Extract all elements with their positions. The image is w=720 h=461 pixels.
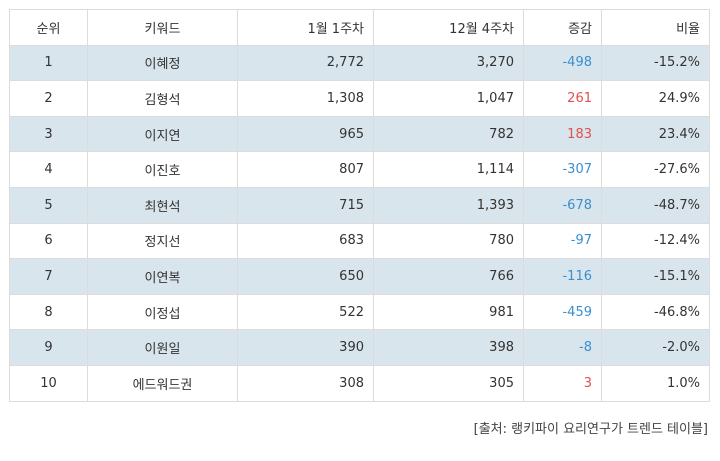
table-row: 9 이원일 390 398 -8 -2.0%: [9, 329, 710, 366]
cell-week1: 308: [237, 364, 374, 402]
table-row: 2 김형석 1,308 1,047 261 24.9%: [9, 80, 710, 117]
cell-week1: 683: [237, 222, 374, 260]
cell-ratio: -2.0%: [601, 329, 710, 366]
table-row: 4 이진호 807 1,114 -307 -27.6%: [9, 151, 710, 188]
table-row: 10 에드워드권 308 305 3 1.0%: [9, 364, 710, 402]
cell-keyword: 이혜정: [87, 44, 238, 82]
cell-keyword: 김형석: [87, 80, 238, 117]
cell-ratio: 24.9%: [601, 80, 710, 117]
cell-rank: 3: [9, 115, 88, 153]
cell-keyword: 이연복: [87, 258, 238, 295]
cell-week2: 981: [373, 293, 524, 331]
cell-rank: 4: [9, 151, 88, 188]
source-caption: [출처: 랭키파이 요리연구가 트렌드 테이블]: [473, 422, 708, 437]
cell-ratio: 23.4%: [601, 115, 710, 153]
cell-keyword: 이정섭: [87, 293, 238, 331]
header-rank: 순위: [9, 9, 88, 46]
header-ratio: 비율: [601, 9, 710, 46]
cell-rank: 7: [9, 258, 88, 295]
cell-keyword: 최현석: [87, 186, 238, 224]
ranking-table: 순위 키워드 1월 1주차 12월 4주차 증감 비율 1 이혜정 2,772 3,2…: [9, 9, 710, 402]
cell-week2: 782: [373, 115, 524, 153]
cell-diff: 261: [523, 80, 602, 117]
cell-diff: -97: [523, 222, 602, 260]
cell-ratio: -12.4%: [601, 222, 710, 260]
cell-diff: 183: [523, 115, 602, 153]
cell-week1: 650: [237, 258, 374, 295]
cell-week2: 3,270: [373, 44, 524, 82]
cell-week1: 2,772: [237, 44, 374, 82]
cell-week2: 766: [373, 258, 524, 295]
cell-week2: 780: [373, 222, 524, 260]
header-week1: 1월 1주차: [237, 9, 374, 46]
cell-keyword: 이지연: [87, 115, 238, 153]
table-row: 5 최현석 715 1,393 -678 -48.7%: [9, 186, 710, 224]
table-header-row: 순위 키워드 1월 1주차 12월 4주차 증감 비율: [9, 9, 710, 46]
cell-keyword: 이원일: [87, 329, 238, 366]
cell-week1: 715: [237, 186, 374, 224]
cell-diff: -678: [523, 186, 602, 224]
header-keyword: 키워드: [87, 9, 238, 46]
cell-ratio: 1.0%: [601, 364, 710, 402]
cell-week1: 965: [237, 115, 374, 153]
cell-ratio: -46.8%: [601, 293, 710, 331]
cell-ratio: -27.6%: [601, 151, 710, 188]
cell-week1: 522: [237, 293, 374, 331]
cell-diff: -8: [523, 329, 602, 366]
cell-week2: 398: [373, 329, 524, 366]
cell-diff: -498: [523, 44, 602, 82]
cell-rank: 1: [9, 44, 88, 82]
cell-week1: 807: [237, 151, 374, 188]
cell-diff: -116: [523, 258, 602, 295]
table-row: 6 정지선 683 780 -97 -12.4%: [9, 222, 710, 260]
table-body: 1 이혜정 2,772 3,270 -498 -15.2% 2 김형석 1,308 1,047 26…: [9, 44, 710, 402]
cell-rank: 8: [9, 293, 88, 331]
cell-rank: 6: [9, 222, 88, 260]
table-row: 1 이혜정 2,772 3,270 -498 -15.2%: [9, 44, 710, 82]
cell-week2: 1,047: [373, 80, 524, 117]
cell-diff: 3: [523, 364, 602, 402]
cell-rank: 2: [9, 80, 88, 117]
cell-week2: 1,393: [373, 186, 524, 224]
cell-ratio: -15.1%: [601, 258, 710, 295]
cell-rank: 10: [9, 364, 88, 402]
cell-ratio: -15.2%: [601, 44, 710, 82]
table-row: 7 이연복 650 766 -116 -15.1%: [9, 258, 710, 295]
header-week2: 12월 4주차: [373, 9, 524, 46]
cell-week1: 390: [237, 329, 374, 366]
cell-week2: 305: [373, 364, 524, 402]
cell-diff: -307: [523, 151, 602, 188]
cell-diff: -459: [523, 293, 602, 331]
cell-week1: 1,308: [237, 80, 374, 117]
cell-ratio: -48.7%: [601, 186, 710, 224]
cell-rank: 5: [9, 186, 88, 224]
header-diff: 증감: [523, 9, 602, 46]
cell-keyword: 이진호: [87, 151, 238, 188]
table-row: 8 이정섭 522 981 -459 -46.8%: [9, 293, 710, 331]
cell-keyword: 에드워드권: [87, 364, 238, 402]
cell-keyword: 정지선: [87, 222, 238, 260]
cell-week2: 1,114: [373, 151, 524, 188]
table-row: 3 이지연 965 782 183 23.4%: [9, 115, 710, 153]
cell-rank: 9: [9, 329, 88, 366]
